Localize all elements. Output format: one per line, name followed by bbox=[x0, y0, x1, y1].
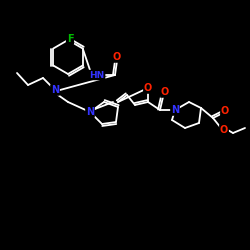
Text: O: O bbox=[161, 87, 169, 97]
Text: N: N bbox=[51, 85, 59, 95]
Text: O: O bbox=[220, 125, 228, 135]
Text: F: F bbox=[67, 34, 73, 44]
Text: O: O bbox=[113, 52, 121, 62]
Text: N: N bbox=[171, 105, 179, 115]
Text: O: O bbox=[221, 106, 229, 116]
Text: HN: HN bbox=[90, 70, 104, 80]
Text: O: O bbox=[144, 83, 152, 93]
Text: N: N bbox=[86, 107, 94, 117]
